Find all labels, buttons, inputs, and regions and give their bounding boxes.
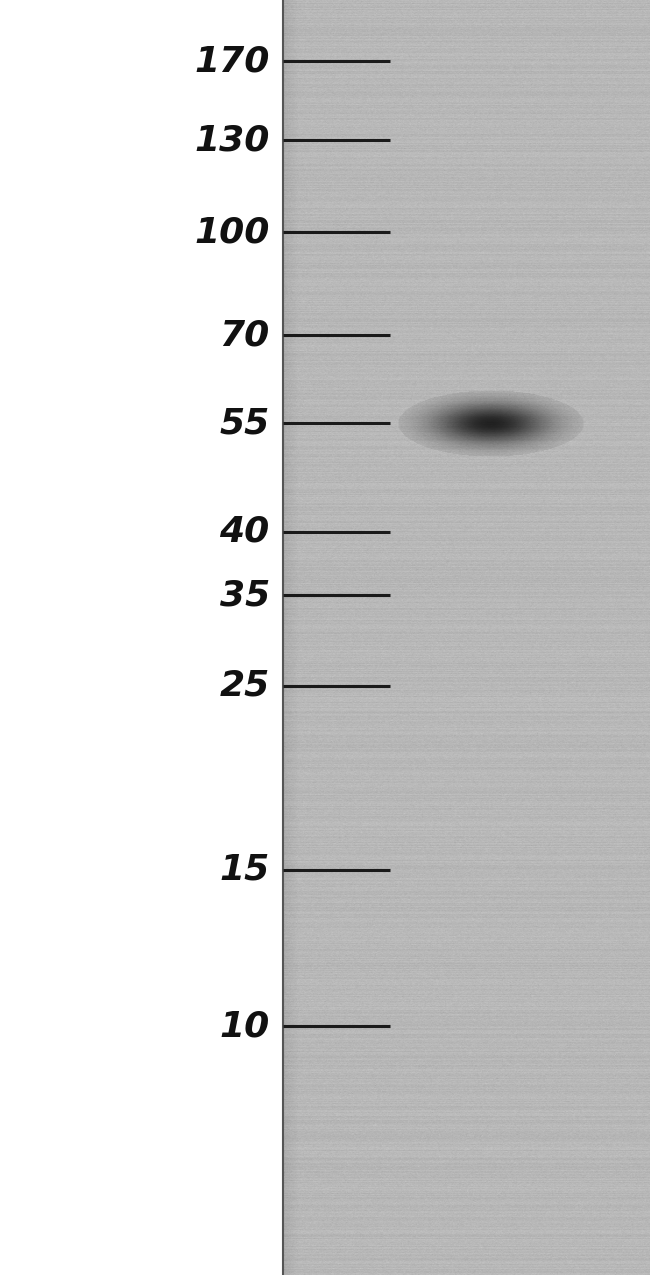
Text: 55: 55 xyxy=(220,407,270,440)
Text: 25: 25 xyxy=(220,669,270,703)
Text: 15: 15 xyxy=(220,853,270,886)
Text: 35: 35 xyxy=(220,579,270,612)
Text: 10: 10 xyxy=(220,1010,270,1043)
Text: 40: 40 xyxy=(220,515,270,548)
Text: 70: 70 xyxy=(220,319,270,352)
Text: 100: 100 xyxy=(194,215,270,249)
Text: 170: 170 xyxy=(194,45,270,78)
Text: 130: 130 xyxy=(194,124,270,157)
